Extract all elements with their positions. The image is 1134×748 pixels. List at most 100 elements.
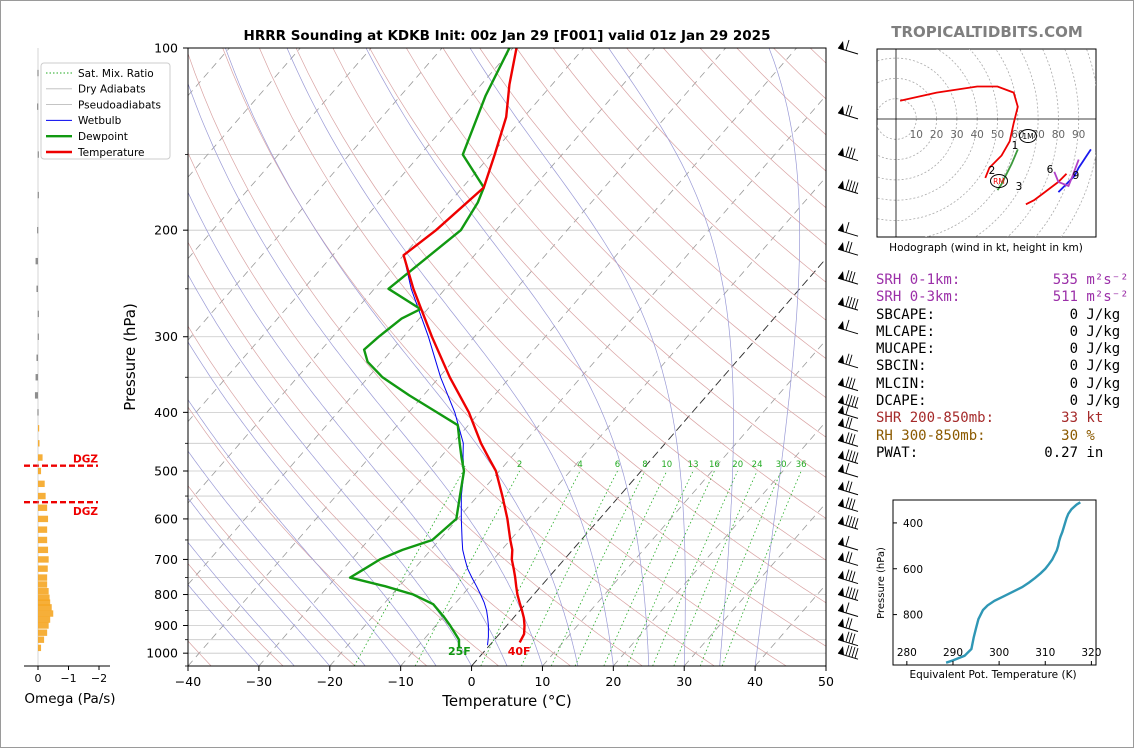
mixing-ratio-line [721, 470, 802, 666]
wind-barb [837, 462, 859, 478]
mixing-ratio-label: 8 [642, 460, 647, 470]
wind-barb [837, 404, 859, 419]
mixing-ratio-label: 13 [688, 460, 699, 470]
index-unit: kt [1078, 410, 1104, 427]
barb-feather [851, 271, 856, 283]
wind-barb [837, 586, 859, 602]
theta-e-frame [892, 499, 1097, 666]
y-tick-label: 400 [154, 405, 178, 420]
dry-adiabat [259, 48, 826, 647]
wind-barb [837, 515, 859, 530]
wind-barb [837, 551, 859, 566]
surface-dewpoint-label: 25F [448, 645, 471, 658]
isotherm [613, 420, 826, 666]
skewt-profiles [348, 48, 526, 648]
y-tick-label: 500 [154, 464, 178, 479]
omega-bar [38, 599, 51, 606]
barb-feather [845, 39, 850, 51]
barb-feather [851, 499, 856, 510]
omega-bar [38, 604, 52, 611]
wind-barb [837, 449, 859, 464]
dgz-label: DGZ [73, 454, 98, 466]
pseudoadiabat [188, 584, 260, 666]
index-value: 0 [1069, 306, 1078, 323]
omega-bar [38, 636, 45, 643]
index-row: SRH 0-1km: 535 m²s⁻² [876, 272, 1129, 289]
mixing-ratio-line [353, 470, 464, 666]
barb-feather [851, 588, 856, 599]
omega-bar [38, 480, 45, 488]
barb-feather [851, 181, 856, 192]
y-tick-label: 600 [154, 511, 178, 526]
omega-bar [38, 515, 49, 523]
hodo-ring-label: 50 [991, 129, 1004, 141]
pseudoadiabat [365, 48, 650, 666]
wind-barb [837, 376, 859, 392]
isotherm [542, 339, 826, 666]
barb-feather [848, 498, 853, 509]
x-tick-label: 30 [676, 674, 692, 689]
theta-e-ytick-label: 600 [903, 564, 923, 576]
barb-feather [845, 617, 850, 628]
index-unit: J/kg [1078, 393, 1121, 410]
legend-label: Wetbulb [78, 115, 122, 127]
theta-e-line [945, 501, 1081, 664]
barb-flag [838, 271, 844, 281]
barb-feather [845, 179, 850, 190]
pseudoadiabat [188, 399, 401, 666]
theta-e-xtick-label: 300 [989, 647, 1009, 659]
omega-panel: 0 −1 −2 [24, 48, 110, 685]
mixing-ratio-label: 2 [517, 460, 522, 470]
barb-feather [851, 396, 856, 407]
isotherm [188, 48, 514, 423]
index-row: MLCIN: 0 J/kg [876, 376, 1120, 393]
barb-feather [851, 298, 856, 309]
barb-feather [848, 147, 853, 158]
index-row: SRH 0-3km: 511 m²s⁻² [876, 289, 1129, 306]
index-label: SRH 0-1km: [876, 272, 961, 288]
barb-feather [845, 417, 850, 428]
wind-barb [837, 222, 859, 237]
barb-flag [838, 297, 844, 307]
index-value: 0 [1069, 323, 1078, 340]
index-row: SBCAPE: 0 J/kg [876, 306, 1120, 324]
barb-flag [838, 450, 844, 460]
index-label: SHR 200-850mb: [876, 410, 995, 427]
barb-feather [851, 434, 856, 445]
barb-feather [845, 480, 850, 491]
omega-bar [38, 536, 48, 544]
omega-bar [38, 574, 48, 581]
barb-feather [854, 648, 859, 659]
skewt-xlabel: Temperature (°C) [441, 692, 571, 710]
barb-feather [848, 646, 853, 657]
wind-barb [837, 39, 859, 55]
barb-feather [848, 297, 853, 308]
isotherm [188, 48, 726, 666]
omega-bar [38, 622, 49, 629]
omega-tick-label: −2 [91, 672, 107, 685]
isotherm [188, 48, 656, 586]
barb-feather [845, 241, 850, 252]
index-label: MUCAPE: [876, 341, 936, 358]
barb-feather [854, 518, 859, 529]
wind-barb [837, 617, 859, 632]
hodo-ring-label: 10 [910, 129, 923, 141]
index-row: PWAT: 0.27 in [876, 445, 1106, 462]
barb-feather [848, 433, 853, 444]
barb-feather [848, 632, 853, 643]
barb-feather [845, 432, 850, 443]
wind-barb [837, 631, 859, 647]
barb-feather [848, 618, 853, 629]
mixing-ratio-label: 36 [796, 460, 807, 470]
barb-flag [838, 395, 844, 405]
index-row: MUCAPE: 0 J/kg [876, 341, 1120, 358]
barb-flag [838, 552, 844, 562]
hodo-ring-label: 90 [1072, 129, 1085, 141]
pseudoadiabat [188, 273, 472, 666]
omega-bar [37, 151, 39, 158]
pseudoadiabat [469, 48, 686, 666]
index-row: SBCIN: 0 J/kg [876, 358, 1120, 375]
skewt-ylabel: Pressure (hPa) [121, 303, 139, 411]
wind-barb [837, 480, 859, 496]
